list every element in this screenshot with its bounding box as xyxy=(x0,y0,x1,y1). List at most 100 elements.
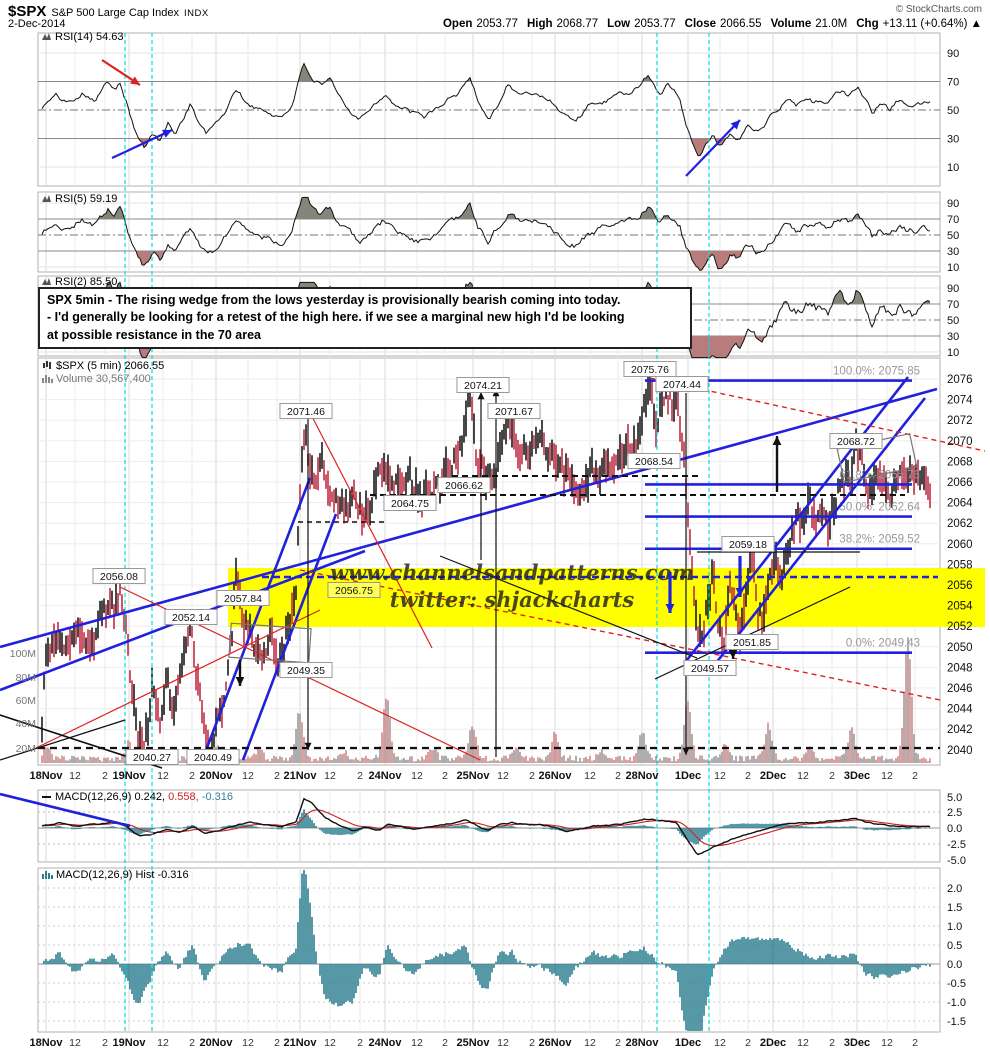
svg-text:2068.54: 2068.54 xyxy=(635,456,673,468)
svg-text:10: 10 xyxy=(947,262,959,274)
svg-text:2059.18: 2059.18 xyxy=(729,539,767,551)
svg-text:18Nov: 18Nov xyxy=(29,770,63,782)
svg-text:2056.75: 2056.75 xyxy=(335,585,373,597)
svg-text:1Dec: 1Dec xyxy=(675,1037,701,1049)
svg-text:2: 2 xyxy=(529,770,535,782)
quote-field-label: Volume xyxy=(770,18,812,30)
chart-date: 2-Dec-2014 xyxy=(8,18,66,30)
price-callout xyxy=(623,361,677,377)
svg-text:2Dec: 2Dec xyxy=(760,1037,786,1049)
svg-text:2056.08: 2056.08 xyxy=(100,571,138,583)
rsi5-series xyxy=(41,196,931,271)
price-callout xyxy=(327,582,381,598)
svg-text:2071.46: 2071.46 xyxy=(287,406,325,418)
svg-text:70: 70 xyxy=(947,214,959,226)
indicator-icon xyxy=(42,277,52,289)
price-callout xyxy=(164,609,218,625)
macd-hist-series xyxy=(41,870,931,1031)
svg-text:24Nov: 24Nov xyxy=(368,1037,402,1049)
price-callout xyxy=(437,477,491,493)
svg-text:50.0%: 2062.64: 50.0%: 2062.64 xyxy=(839,502,920,514)
svg-text:2066: 2066 xyxy=(947,477,973,489)
svg-text:2.0: 2.0 xyxy=(947,883,962,895)
svg-text:12: 12 xyxy=(881,1037,893,1049)
price-callout xyxy=(683,660,737,676)
price-callout xyxy=(125,749,179,765)
svg-text:28Nov: 28Nov xyxy=(625,770,659,782)
session-marker-lines xyxy=(124,33,710,1032)
analyst-annotation-box: SPX 5min - The rising wedge from the low… xyxy=(38,287,692,349)
price-callout xyxy=(829,433,883,449)
svg-text:2: 2 xyxy=(274,770,280,782)
svg-text:61.8%: 2065.76: 61.8%: 2065.76 xyxy=(839,469,920,481)
svg-text:-1.5: -1.5 xyxy=(947,1016,966,1028)
price-callout xyxy=(456,377,510,393)
annotation-line: at possible resistance in the 70 area xyxy=(47,327,261,342)
price-callout xyxy=(383,495,437,511)
svg-text:2064: 2064 xyxy=(947,498,973,510)
svg-text:28Nov: 28Nov xyxy=(625,1037,659,1049)
svg-text:26Nov: 26Nov xyxy=(538,1037,572,1049)
svg-text:12: 12 xyxy=(497,1037,509,1049)
svg-text:50: 50 xyxy=(947,315,959,327)
svg-text:12: 12 xyxy=(69,770,81,782)
svg-text:90: 90 xyxy=(947,283,959,295)
svg-text:100M: 100M xyxy=(10,648,36,660)
svg-text:12: 12 xyxy=(714,770,726,782)
quote-field-label: Chg xyxy=(856,18,879,30)
svg-text:25Nov: 25Nov xyxy=(456,1037,490,1049)
quote-field-value: 2068.77 xyxy=(556,18,599,30)
annotation-line: - I'd generally be looking for a retest … xyxy=(47,310,625,325)
price-series xyxy=(41,371,931,763)
svg-text:5.0: 5.0 xyxy=(947,792,962,804)
price-callout xyxy=(216,590,270,606)
svg-text:0.0: 0.0 xyxy=(947,823,962,835)
macd-hist-label: MACD(12,26,9) Hist -0.316 xyxy=(42,869,189,882)
svg-text:26Nov: 26Nov xyxy=(538,770,572,782)
macd-signal-value: 0.558, xyxy=(168,791,199,803)
svg-text:2060: 2060 xyxy=(947,539,973,551)
svg-text:50: 50 xyxy=(947,105,959,117)
svg-text:2062: 2062 xyxy=(947,518,973,530)
price-callout xyxy=(487,403,541,419)
svg-text:40M: 40M xyxy=(16,718,36,730)
svg-text:12: 12 xyxy=(324,1037,336,1049)
svg-text:50: 50 xyxy=(947,230,959,242)
svg-text:2074: 2074 xyxy=(947,395,973,407)
quote-field-value: +13.11 (+0.64%) ▲ xyxy=(882,18,982,30)
svg-text:90: 90 xyxy=(947,48,959,60)
macd-series xyxy=(41,797,931,856)
price-callout xyxy=(92,568,146,584)
rsi2-label: RSI(2) 85.50 xyxy=(42,276,117,289)
svg-text:12: 12 xyxy=(797,770,809,782)
indicator-icon xyxy=(42,32,52,44)
svg-text:2044: 2044 xyxy=(947,704,973,716)
svg-text:20Nov: 20Nov xyxy=(199,770,233,782)
svg-text:12: 12 xyxy=(157,1037,169,1049)
svg-text:30: 30 xyxy=(947,331,959,343)
svg-text:2076: 2076 xyxy=(947,374,973,386)
svg-text:21Nov: 21Nov xyxy=(283,770,317,782)
svg-text:12: 12 xyxy=(157,770,169,782)
symbol: $SPX xyxy=(8,3,47,20)
svg-text:2.5: 2.5 xyxy=(947,807,962,819)
svg-text:2071.67: 2071.67 xyxy=(495,406,533,418)
svg-text:2: 2 xyxy=(102,770,108,782)
symbol-name: S&P 500 Large Cap Index xyxy=(51,7,179,19)
candlestick-icon xyxy=(42,360,53,373)
svg-text:30: 30 xyxy=(947,246,959,258)
svg-text:2070: 2070 xyxy=(947,436,973,448)
price-callout xyxy=(279,403,333,419)
svg-text:2: 2 xyxy=(745,770,751,782)
panel-frames xyxy=(37,32,941,1033)
svg-text:2: 2 xyxy=(442,770,448,782)
svg-text:19Nov: 19Nov xyxy=(112,770,146,782)
svg-text:2066.62: 2066.62 xyxy=(445,480,483,492)
stockcharts-credit: © StockCharts.com xyxy=(895,4,982,15)
svg-text:19Nov: 19Nov xyxy=(112,1037,146,1049)
quote-field-label: Close xyxy=(684,18,716,30)
price-callout xyxy=(627,453,681,469)
svg-text:-5.0: -5.0 xyxy=(947,855,966,867)
